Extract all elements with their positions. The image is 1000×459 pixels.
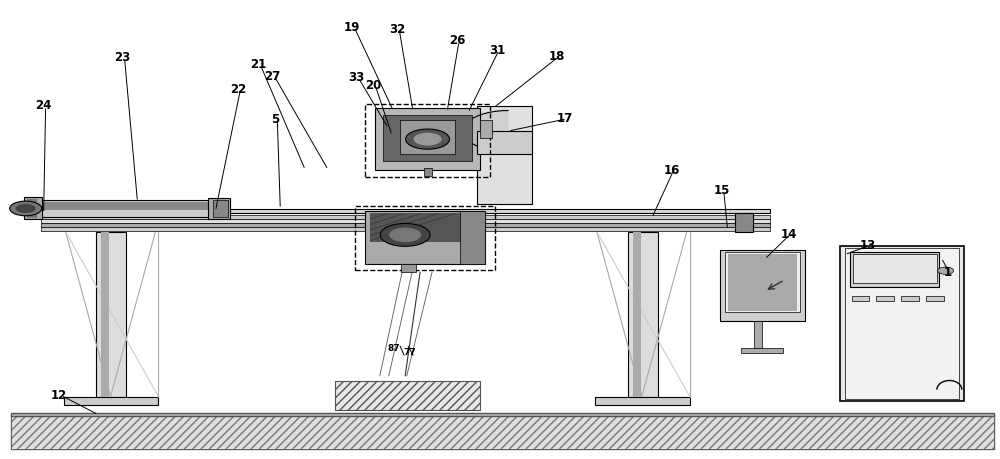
Text: 21: 21 xyxy=(250,58,266,71)
Bar xyxy=(728,254,797,311)
Bar xyxy=(24,197,42,219)
Bar xyxy=(11,415,994,449)
Bar xyxy=(628,232,658,397)
Bar xyxy=(335,381,480,410)
Bar xyxy=(101,232,109,397)
Bar xyxy=(41,202,211,210)
Text: 33: 33 xyxy=(348,71,364,84)
Bar xyxy=(41,223,770,227)
Bar xyxy=(41,219,770,223)
Bar xyxy=(383,115,472,161)
Bar xyxy=(11,415,994,449)
Bar xyxy=(725,252,800,312)
Text: 22: 22 xyxy=(230,84,246,96)
Bar xyxy=(375,108,480,170)
Bar xyxy=(633,232,641,397)
Bar xyxy=(11,413,994,416)
Text: 13: 13 xyxy=(859,239,876,252)
Text: 24: 24 xyxy=(35,100,52,112)
Circle shape xyxy=(389,228,421,242)
Bar xyxy=(41,215,770,218)
Text: 23: 23 xyxy=(114,51,131,64)
Bar xyxy=(754,321,762,348)
Bar xyxy=(853,254,937,284)
Text: 26: 26 xyxy=(449,34,465,47)
Circle shape xyxy=(406,129,450,149)
Bar xyxy=(735,213,753,232)
Bar xyxy=(901,296,919,302)
Text: 1: 1 xyxy=(943,267,951,280)
Bar xyxy=(370,213,480,242)
Bar xyxy=(365,211,485,264)
Circle shape xyxy=(10,201,42,216)
Text: 32: 32 xyxy=(389,22,405,35)
Bar xyxy=(424,168,432,176)
Bar xyxy=(27,199,37,218)
Bar xyxy=(595,397,690,405)
Text: 31: 31 xyxy=(489,44,505,56)
Bar xyxy=(477,106,532,134)
Bar xyxy=(460,211,485,264)
Bar xyxy=(400,120,455,154)
Circle shape xyxy=(938,267,954,274)
Bar xyxy=(401,264,416,272)
Bar xyxy=(64,397,158,405)
Bar xyxy=(96,232,126,397)
Bar xyxy=(365,104,490,177)
Bar xyxy=(850,252,939,287)
Bar xyxy=(477,131,532,154)
Bar xyxy=(741,348,783,353)
Text: 17: 17 xyxy=(557,112,573,125)
Text: 12: 12 xyxy=(50,389,67,402)
Bar xyxy=(208,198,230,219)
Bar xyxy=(39,200,213,217)
Bar xyxy=(11,415,994,449)
Text: 19: 19 xyxy=(344,21,360,34)
Bar xyxy=(852,296,869,302)
Text: 5: 5 xyxy=(271,113,279,126)
Bar xyxy=(41,227,770,231)
Bar xyxy=(840,246,964,401)
Text: 20: 20 xyxy=(365,79,381,92)
Text: 27: 27 xyxy=(264,70,280,83)
Text: 87: 87 xyxy=(388,344,400,353)
Circle shape xyxy=(414,133,442,146)
Circle shape xyxy=(380,224,430,246)
Bar xyxy=(720,250,805,321)
Text: 14: 14 xyxy=(780,228,797,241)
Bar xyxy=(477,152,532,204)
Text: 16: 16 xyxy=(664,163,680,177)
Bar xyxy=(876,296,894,302)
Text: 15: 15 xyxy=(714,184,730,197)
Text: 18: 18 xyxy=(549,50,565,63)
Bar xyxy=(480,120,492,138)
Bar xyxy=(355,206,495,270)
Text: 77: 77 xyxy=(404,347,416,357)
Bar xyxy=(926,296,944,302)
Circle shape xyxy=(16,204,36,213)
Bar xyxy=(41,209,770,213)
Bar xyxy=(845,248,959,399)
Polygon shape xyxy=(463,111,508,152)
Bar xyxy=(213,200,228,217)
